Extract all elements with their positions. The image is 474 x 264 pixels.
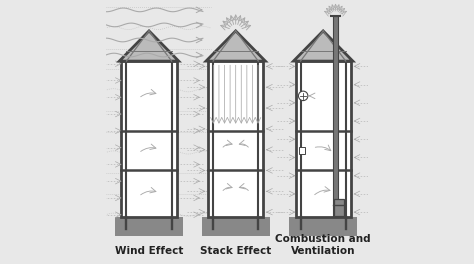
- Bar: [208, 61, 263, 217]
- Bar: [299, 147, 305, 154]
- Polygon shape: [119, 31, 179, 61]
- Bar: [115, 216, 183, 236]
- Text: Wind Effect: Wind Effect: [115, 246, 183, 256]
- Text: Combustion and
Ventilation: Combustion and Ventilation: [275, 234, 371, 256]
- Bar: [121, 61, 177, 217]
- Bar: [334, 199, 344, 216]
- Bar: [333, 16, 338, 217]
- Bar: [296, 61, 351, 217]
- Bar: [201, 216, 270, 236]
- Polygon shape: [293, 31, 353, 61]
- Bar: [289, 216, 357, 236]
- Polygon shape: [206, 31, 265, 61]
- Circle shape: [299, 91, 308, 101]
- Text: Stack Effect: Stack Effect: [200, 246, 271, 256]
